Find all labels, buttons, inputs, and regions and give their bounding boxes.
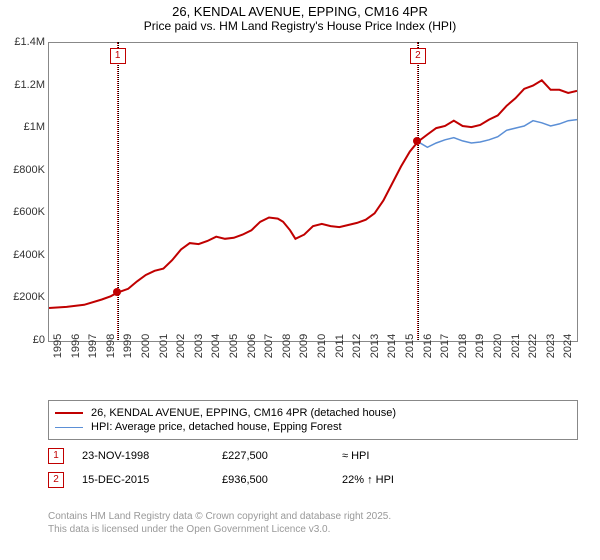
xtick-label: 2022: [527, 334, 539, 358]
ytick-label: £400K: [3, 249, 45, 261]
xtick-label: 2009: [298, 334, 310, 358]
xtick-label: 2001: [158, 334, 170, 358]
footer-copyright: Contains HM Land Registry data © Crown c…: [48, 510, 578, 523]
footer-licence: This data is licensed under the Open Gov…: [48, 523, 578, 536]
xtick-label: 2011: [334, 334, 346, 358]
sale-point: [413, 137, 421, 145]
xtick-label: 2016: [422, 334, 434, 358]
sales-row-badge: 2: [48, 472, 64, 488]
ytick-label: £800K: [3, 164, 45, 176]
sales-row-date: 15-DEC-2015: [82, 474, 222, 486]
xtick-label: 2014: [386, 334, 398, 358]
series-price_paid: [49, 80, 577, 308]
title-address: 26, KENDAL AVENUE, EPPING, CM16 4PR: [0, 4, 600, 19]
xtick-label: 2002: [175, 334, 187, 358]
xtick-label: 1995: [52, 334, 64, 358]
series-lines: [49, 43, 577, 341]
legend-row: 26, KENDAL AVENUE, EPPING, CM16 4PR (det…: [55, 407, 571, 419]
xtick-label: 2006: [246, 334, 258, 358]
xtick-label: 2010: [316, 334, 328, 358]
xtick-label: 1998: [105, 334, 117, 358]
series-hpi: [418, 120, 577, 148]
sale-marker-badge: 2: [410, 48, 426, 64]
ytick-label: £1.4M: [3, 36, 45, 48]
sale-marker-line: [417, 42, 419, 340]
ytick-label: £0: [3, 334, 45, 346]
sales-row-delta: 22% ↑ HPI: [342, 474, 462, 486]
xtick-label: 2024: [562, 334, 574, 358]
xtick-label: 2019: [474, 334, 486, 358]
xtick-label: 2004: [210, 334, 222, 358]
sales-row-date: 23-NOV-1998: [82, 450, 222, 462]
sales-table: 1 23-NOV-1998£227,500≈ HPI 2 15-DEC-2015£93…: [48, 444, 578, 492]
xtick-label: 2005: [228, 334, 240, 358]
sales-row: 1 23-NOV-1998£227,500≈ HPI: [48, 444, 578, 468]
legend-swatch: [55, 427, 83, 428]
xtick-label: 2003: [193, 334, 205, 358]
legend-swatch: [55, 412, 83, 414]
chart: £0 £200K £400K £600K £800K £1M £1.2M £1.4M 1995 1…: [0, 38, 600, 398]
title-block: 26, KENDAL AVENUE, EPPING, CM16 4PR Pric…: [0, 0, 600, 35]
xtick-label: 2018: [457, 334, 469, 358]
sales-row-price: £227,500: [222, 450, 342, 462]
sale-marker-badge: 1: [110, 48, 126, 64]
xtick-label: 2017: [439, 334, 451, 358]
sales-row-delta: ≈ HPI: [342, 450, 462, 462]
ytick-label: £1M: [3, 121, 45, 133]
xtick-label: 2000: [140, 334, 152, 358]
title-subtitle: Price paid vs. HM Land Registry's House …: [0, 19, 600, 33]
sales-row-badge: 1: [48, 448, 64, 464]
xtick-label: 1997: [87, 334, 99, 358]
ytick-label: £1.2M: [3, 79, 45, 91]
ytick-label: £600K: [3, 206, 45, 218]
xtick-label: 2012: [351, 334, 363, 358]
xtick-label: 2021: [510, 334, 522, 358]
xtick-label: 2008: [281, 334, 293, 358]
ytick-label: £200K: [3, 291, 45, 303]
footer: Contains HM Land Registry data © Crown c…: [48, 510, 578, 536]
legend-label: HPI: Average price, detached house, Eppi…: [91, 421, 342, 433]
xtick-label: 2015: [404, 334, 416, 358]
xtick-label: 1999: [122, 334, 134, 358]
xtick-label: 1996: [70, 334, 82, 358]
xtick-label: 2023: [545, 334, 557, 358]
legend-row: HPI: Average price, detached house, Eppi…: [55, 421, 571, 433]
sales-row: 2 15-DEC-2015£936,50022% ↑ HPI: [48, 468, 578, 492]
sale-point: [113, 288, 121, 296]
legend: 26, KENDAL AVENUE, EPPING, CM16 4PR (det…: [48, 400, 578, 440]
legend-label: 26, KENDAL AVENUE, EPPING, CM16 4PR (det…: [91, 407, 396, 419]
xtick-label: 2020: [492, 334, 504, 358]
plot-area: [48, 42, 578, 342]
xtick-label: 2013: [369, 334, 381, 358]
sales-row-price: £936,500: [222, 474, 342, 486]
xtick-label: 2007: [263, 334, 275, 358]
